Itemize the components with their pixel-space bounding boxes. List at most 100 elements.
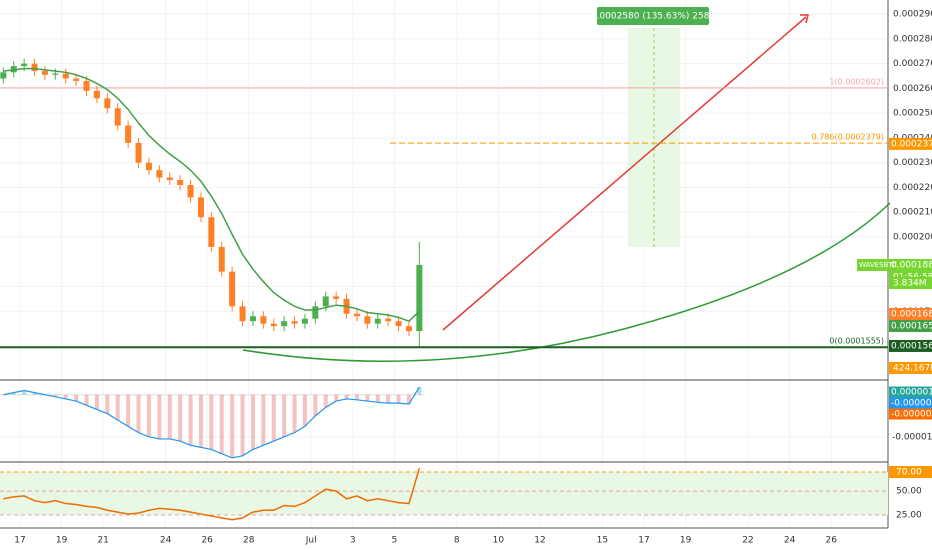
macd-bar (115, 394, 120, 420)
x-tick-label: 3 (350, 536, 356, 546)
symbol-tag (857, 258, 889, 271)
fib-label: 1(0.0002602) (829, 77, 884, 86)
x-tick-label: 24 (160, 536, 172, 546)
macd-bar (105, 394, 110, 414)
macd-bar (240, 394, 245, 456)
y-tick-label: 0.0002900 (893, 10, 932, 20)
candle-body (270, 323, 277, 327)
candle-body (301, 318, 308, 324)
candle-body (395, 321, 402, 327)
candle-body (229, 271, 236, 307)
macd-bar (271, 394, 276, 442)
y-tick-label: 25.00 (896, 511, 922, 521)
candle-body (312, 306, 319, 319)
y-tick-label: 0.0002100 (893, 208, 932, 218)
x-tick-label: 12 (534, 536, 545, 546)
macd-bar (313, 394, 318, 416)
macd-tag (889, 408, 932, 420)
macd-line (3, 386, 420, 459)
macd-bar (219, 394, 224, 454)
candle-body (333, 296, 340, 299)
price-tag (889, 137, 932, 150)
macd-bar (167, 394, 172, 439)
target-label: 0.0002580 (135.63%) 2580 (591, 12, 716, 22)
candle-body (145, 162, 152, 171)
macd-tag (889, 386, 932, 398)
y-tick-label: 0.0002300 (893, 158, 932, 168)
candle-body (0, 72, 7, 79)
candle-body (114, 108, 121, 126)
x-tick-label: 17 (638, 536, 649, 546)
candle-body (374, 318, 381, 324)
price-tag (889, 320, 932, 333)
candle-body (260, 316, 267, 324)
candle-body (125, 125, 132, 143)
macd-bar (22, 390, 27, 395)
candle-body (41, 71, 48, 75)
macd-bar (209, 394, 214, 450)
candle-body (52, 73, 59, 75)
macd-bar (323, 394, 328, 408)
price-tag-label: 0.0001689 (891, 310, 932, 320)
y-tick-label: 50.00 (896, 487, 922, 497)
y-tick-label: -0.0000100 (892, 432, 932, 442)
macd-bar (53, 394, 58, 397)
macd-bar (375, 394, 380, 403)
candle-body (385, 318, 392, 322)
y-tick-label: 70.00 (896, 468, 922, 478)
candle-body (104, 98, 111, 109)
x-tick-label: 17 (14, 536, 25, 546)
macd-tag-label: -0.0000004 (891, 399, 932, 409)
price-tag-label: 0.0001887 (891, 260, 932, 270)
target-box (597, 7, 709, 25)
candle-body (322, 296, 329, 307)
y-tick-label: 0.0002200 (893, 183, 932, 193)
y-tick-label: 0.0002800 (893, 34, 932, 44)
macd-tag-label: 0.0000018 (891, 388, 932, 398)
macd-bar (146, 394, 151, 437)
macd-bar (32, 392, 37, 395)
rsi-band (0, 472, 888, 516)
candle-body (177, 180, 184, 185)
macd-bar (354, 394, 359, 400)
x-tick-label: 26 (825, 536, 837, 546)
y-tick-label: 0.0002600 (893, 84, 932, 94)
macd-tag (889, 397, 932, 409)
candle-body (62, 73, 69, 79)
macd-bar (292, 394, 297, 433)
macd-bar (198, 394, 203, 448)
macd-bar (302, 394, 307, 427)
volume-tag (889, 277, 932, 289)
price-tag-label: 0.0001656 (891, 322, 932, 332)
candle-body (73, 78, 80, 81)
x-tick-label: 15 (597, 536, 608, 546)
macd-bar (396, 394, 401, 404)
symbol-label: WAVESBTC (859, 261, 897, 269)
volume-ma-tag (889, 362, 932, 374)
candle-body (416, 264, 423, 332)
macd-bar (365, 394, 370, 402)
rsi-line (3, 467, 421, 521)
x-tick-label: Jul (305, 536, 317, 546)
macd-bar (157, 394, 162, 439)
x-tick-label: 5 (392, 536, 398, 546)
macd-bar (250, 394, 255, 450)
candle-body (218, 246, 225, 272)
macd-bar (261, 394, 266, 446)
ema-line (3, 67, 420, 323)
x-tick-label: 28 (243, 536, 255, 546)
volume-ma-label: 424.167K (893, 364, 932, 374)
price-tag (889, 339, 932, 352)
candle-body (353, 313, 360, 317)
candle-body (281, 321, 288, 327)
rsi-tag (889, 466, 932, 479)
macd-bar (386, 394, 391, 404)
macd-bar (344, 394, 349, 399)
x-tick-label: 19 (680, 536, 692, 546)
arrow-head (800, 14, 809, 24)
price-tag-label: 0.0001560 (891, 341, 932, 351)
y-tick-label: 0.0002500 (893, 109, 932, 119)
price-tag-label: 0.0002376 (891, 139, 932, 149)
candle-body (187, 184, 194, 198)
